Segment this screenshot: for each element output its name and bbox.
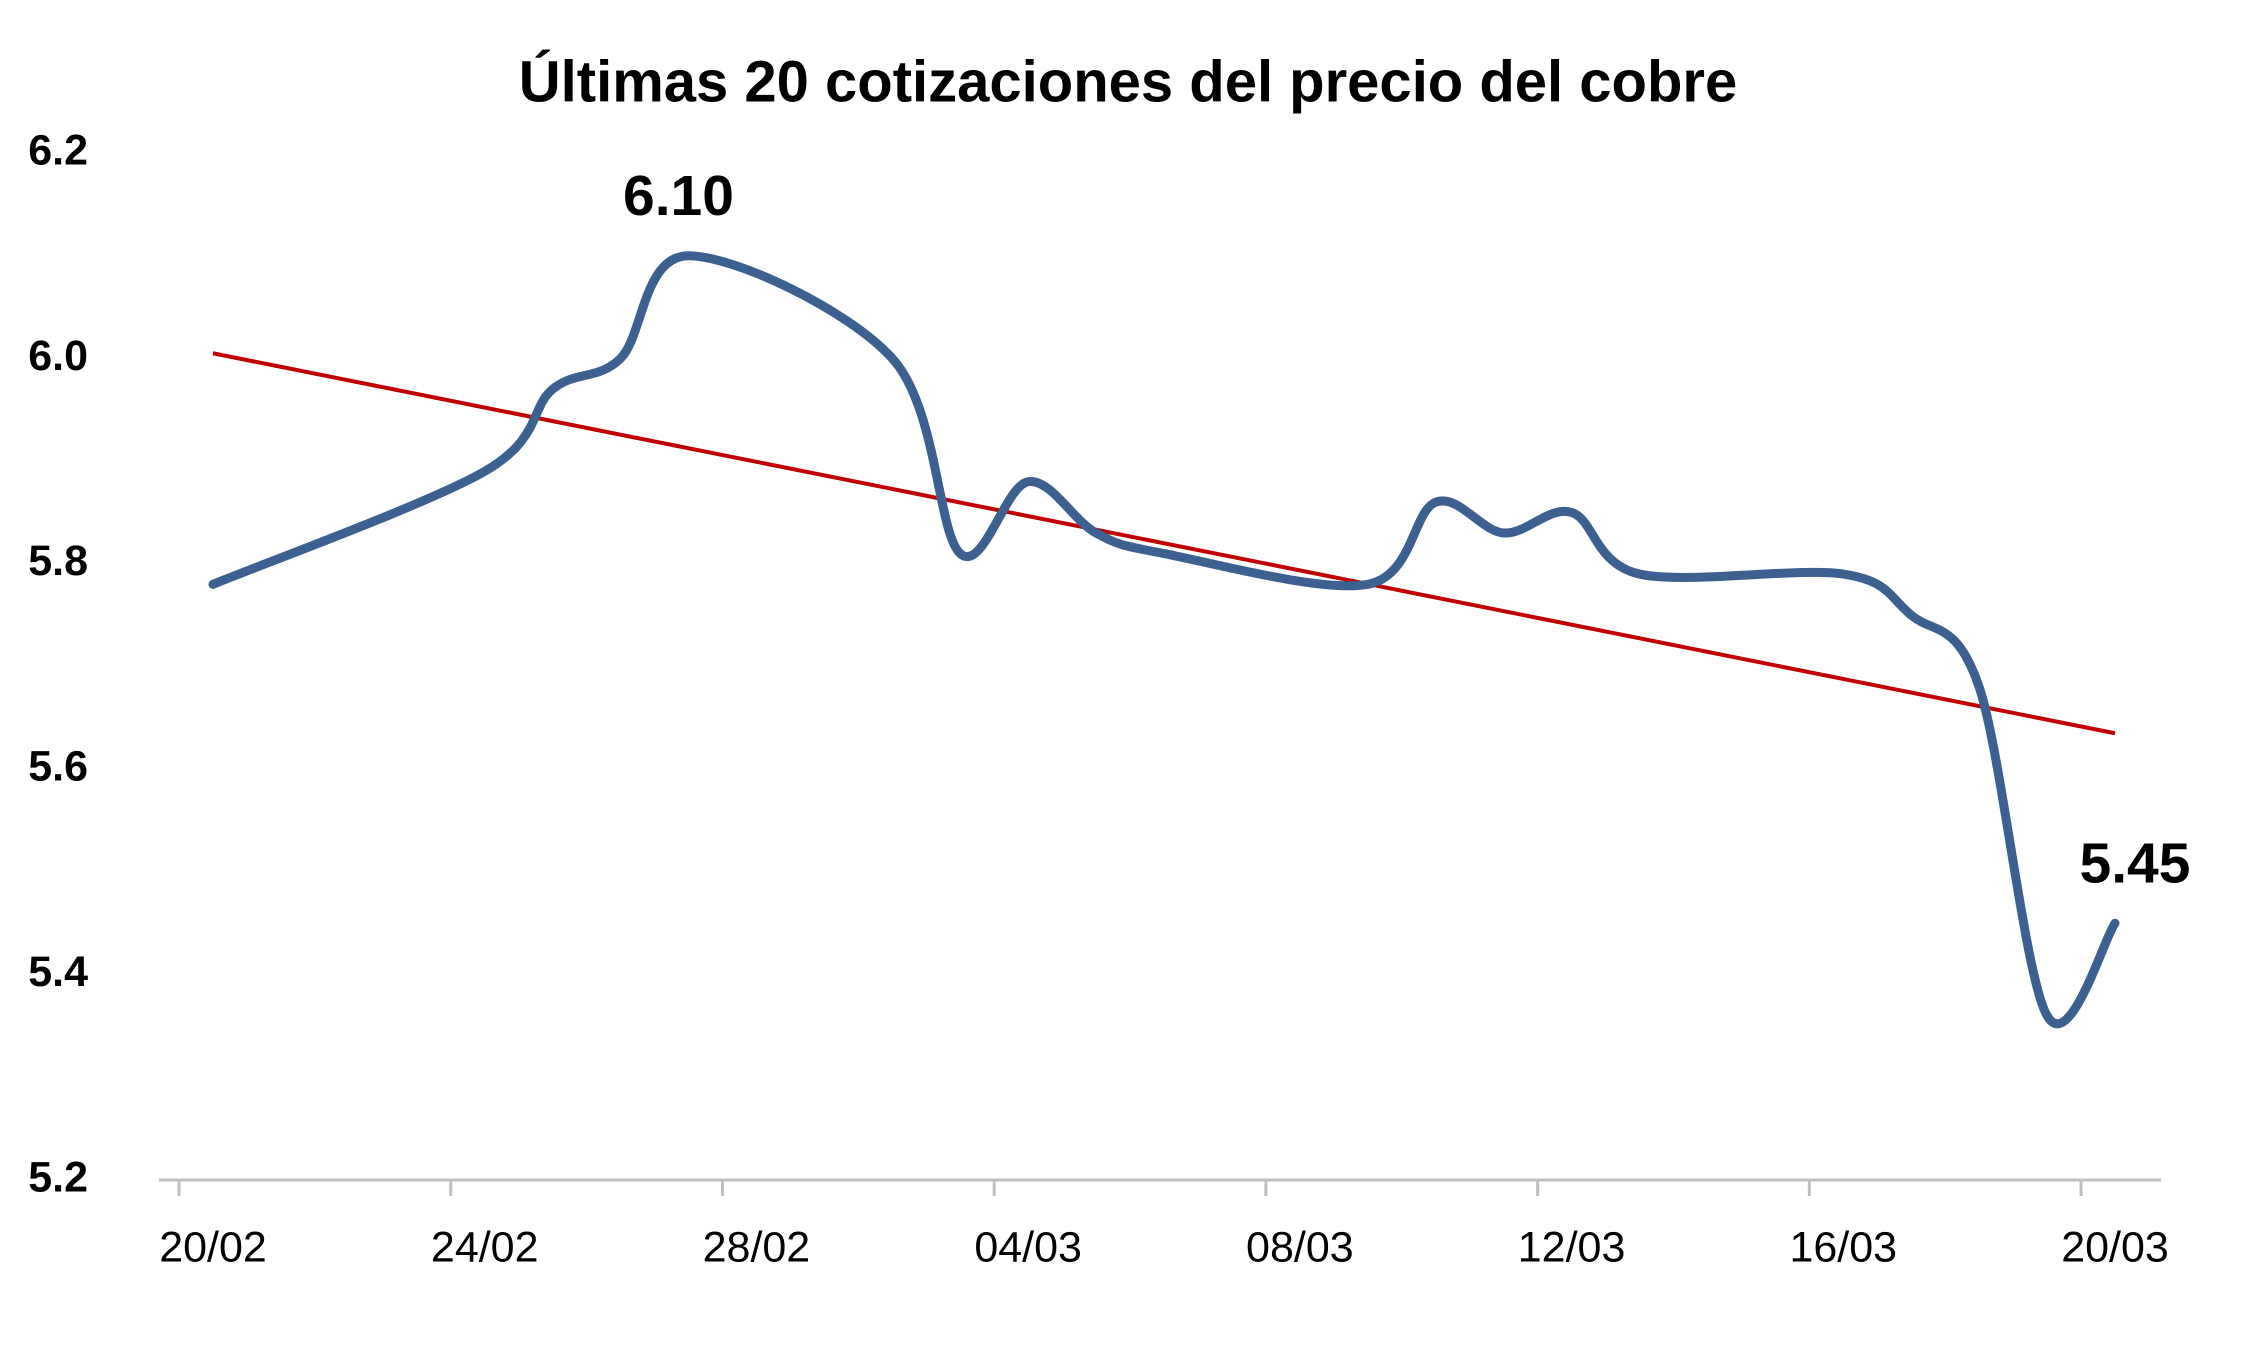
x-tick-label: 20/02 (159, 1223, 267, 1271)
x-tick-label: 20/03 (2061, 1223, 2169, 1271)
value-label: 5.45 (2080, 831, 2191, 895)
y-tick-label: 6.0 (28, 332, 88, 380)
x-tick-label: 04/03 (974, 1223, 1082, 1271)
x-tick-label: 16/03 (1789, 1223, 1897, 1271)
value-label: 6.10 (623, 164, 734, 228)
chart-title: Últimas 20 cotizaciones del precio del c… (519, 49, 1737, 114)
y-tick-label: 5.6 (28, 743, 88, 791)
y-tick-label: 5.8 (28, 537, 88, 585)
x-tick-label: 24/02 (431, 1223, 539, 1271)
x-tick-label: 08/03 (1246, 1223, 1354, 1271)
data-line (208, 251, 2120, 1029)
y-tick-label: 5.2 (28, 1153, 88, 1201)
y-tick-label: 6.2 (28, 126, 88, 174)
trend-line (212, 351, 2116, 736)
x-tick-label: 12/03 (1518, 1223, 1626, 1271)
y-tick-label: 5.4 (28, 948, 88, 996)
x-tick-label: 28/02 (703, 1223, 811, 1271)
